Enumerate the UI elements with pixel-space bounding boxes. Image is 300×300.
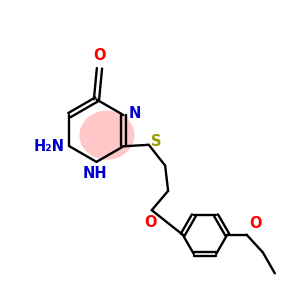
Text: O: O xyxy=(144,214,157,230)
Text: O: O xyxy=(93,48,106,63)
Text: H₂N: H₂N xyxy=(34,139,65,154)
Ellipse shape xyxy=(80,111,134,160)
Text: N: N xyxy=(129,106,141,121)
Text: O: O xyxy=(249,216,262,231)
Text: S: S xyxy=(151,134,162,149)
Text: NH: NH xyxy=(83,166,107,181)
